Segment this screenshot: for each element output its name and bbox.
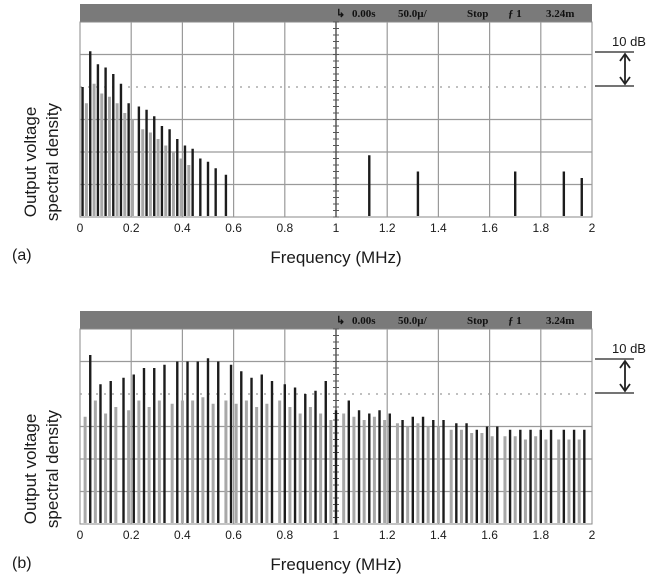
y-axis-label-line2: spectral density	[43, 409, 62, 528]
status-level: 3.24m	[546, 315, 574, 327]
x-tick-label: 0.8	[276, 221, 293, 235]
status-time: 0.00s	[352, 315, 376, 327]
x-tick-label: 0.2	[123, 221, 140, 235]
scale-label: 10 dB	[612, 34, 646, 49]
x-tick-label: 1.4	[430, 221, 447, 235]
panel-b-chart: ↳ 0.00s 50.0µ/Stop ƒ 1 3.24m 0 0.2 0.4 0.6 0.8 1 1.…	[12, 311, 646, 574]
status-timebase: 50.0µ/	[398, 315, 428, 327]
x-axis-label: Frequency (MHz)	[270, 555, 401, 574]
x-tick-label: 0.6	[225, 221, 242, 235]
status-level: 3.24m	[546, 8, 574, 20]
x-tick-label: 0.4	[174, 221, 191, 235]
scale-arrow-down-icon	[619, 383, 631, 393]
scale-arrow-up-icon	[619, 359, 631, 369]
x-tick-label: 1	[333, 528, 340, 542]
status-trigger: ƒ 1	[508, 8, 522, 20]
x-axis-label: Frequency (MHz)	[270, 248, 401, 267]
status-mode: Stop	[467, 8, 488, 20]
x-tick-label: 0	[77, 221, 84, 235]
x-tick-label: 1.8	[532, 528, 549, 542]
x-tick-label: 2	[589, 221, 596, 235]
y-axis-label-line1: Output voltage	[21, 107, 40, 218]
y-axis-label-line2: spectral density	[43, 102, 62, 221]
panel-label: (b)	[12, 555, 32, 572]
scale-arrow-up-icon	[619, 52, 631, 62]
scale-label: 10 dB	[612, 341, 646, 356]
panel-a-chart: ↳ 0.00s 50.0µ/Stop ƒ 1 3.24m 0 0.2 0.4 0.6 0.8 1 1.…	[12, 4, 646, 267]
x-tick-label: 1.4	[430, 528, 447, 542]
x-tick-label: 1	[333, 221, 340, 235]
status-time: 0.00s	[352, 8, 376, 20]
status-timebase: 50.0µ/	[398, 8, 428, 20]
status-cursor-icon: ↳	[336, 315, 345, 327]
x-tick-label: 0.2	[123, 528, 140, 542]
y-axis-label-line1: Output voltage	[21, 414, 40, 525]
x-tick-label: 0	[77, 528, 84, 542]
x-tick-label: 0.8	[276, 528, 293, 542]
x-tick-label: 1.6	[481, 221, 498, 235]
status-bar	[80, 311, 592, 329]
panel-label: (a)	[12, 247, 32, 264]
x-tick-label: 1.6	[481, 528, 498, 542]
x-tick-label: 2	[589, 528, 596, 542]
status-cursor-icon: ↳	[336, 8, 345, 20]
status-bar	[80, 4, 592, 22]
status-mode: Stop	[467, 315, 488, 327]
status-trigger: ƒ 1	[508, 315, 522, 327]
x-tick-label: 1.8	[532, 221, 549, 235]
x-tick-label: 1.2	[379, 221, 396, 235]
x-tick-label: 1.2	[379, 528, 396, 542]
x-tick-label: 0.6	[225, 528, 242, 542]
x-tick-label: 0.4	[174, 528, 191, 542]
scale-arrow-down-icon	[619, 76, 631, 86]
